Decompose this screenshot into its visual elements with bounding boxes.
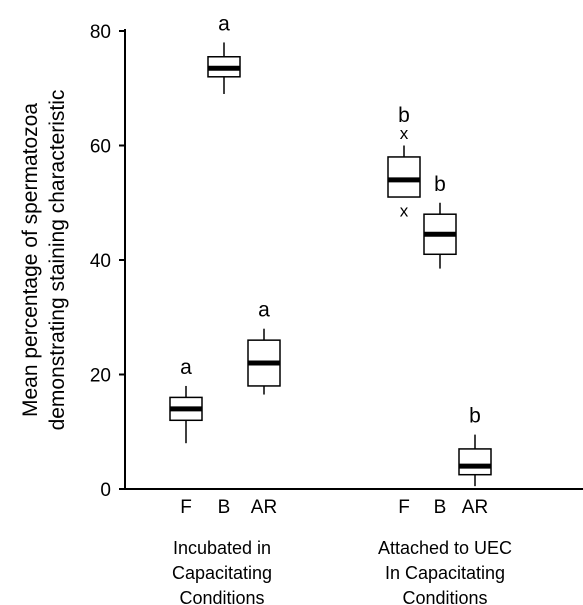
category-label: F: [180, 497, 192, 518]
y-axis-label-line-1: Mean percentage of spermatozoa: [19, 103, 42, 417]
group-label-line: Incubated in: [173, 538, 271, 558]
box-iqr: [458, 448, 492, 476]
y-tick-label: 60: [90, 137, 111, 158]
group-labels: Incubated in Capacitating Conditions Attach…: [172, 538, 512, 605]
category-label: AR: [462, 497, 488, 518]
box-0-b: a: [207, 12, 241, 94]
group-label-line: Attached to UEC: [378, 538, 512, 558]
box-0-f: a: [169, 356, 203, 444]
group-label-line: Conditions: [179, 588, 264, 605]
y-tick-label: 80: [90, 22, 111, 43]
group-label-line: Capacitating: [172, 563, 272, 583]
group-label-line: In Capacitating: [385, 563, 505, 583]
y-axis-label-line-2: demonstrating staining characteristic: [46, 90, 69, 431]
category-label: B: [434, 497, 447, 518]
box-iqr: [387, 156, 421, 198]
y-tick-label: 0: [100, 480, 111, 501]
box-1-b: b: [423, 173, 457, 269]
significance-letter: b: [469, 405, 481, 428]
category-labels: F B AR F B AR: [180, 497, 488, 518]
significance-letter: b: [398, 104, 410, 127]
outlier-marker: x: [400, 201, 409, 220]
category-label: B: [218, 497, 231, 518]
significance-letter: a: [258, 299, 270, 322]
significance-letter: a: [180, 356, 192, 379]
category-label: F: [398, 497, 410, 518]
y-axis-ticks: 0 20 40 60 80: [90, 22, 125, 501]
significance-letter: a: [218, 12, 230, 35]
y-axis-label: Mean percentage of spermatozoa demonstra…: [19, 90, 69, 431]
box-0-ar: a: [247, 299, 281, 395]
y-tick-label: 40: [90, 251, 111, 272]
group-label-line: Conditions: [402, 588, 487, 605]
box-1-f: xxb: [387, 104, 421, 220]
category-label: AR: [251, 497, 277, 518]
y-tick-label: 20: [90, 366, 111, 387]
outlier-marker: x: [400, 124, 409, 143]
box-1-ar: b: [458, 405, 492, 487]
significance-letter: b: [434, 173, 446, 196]
